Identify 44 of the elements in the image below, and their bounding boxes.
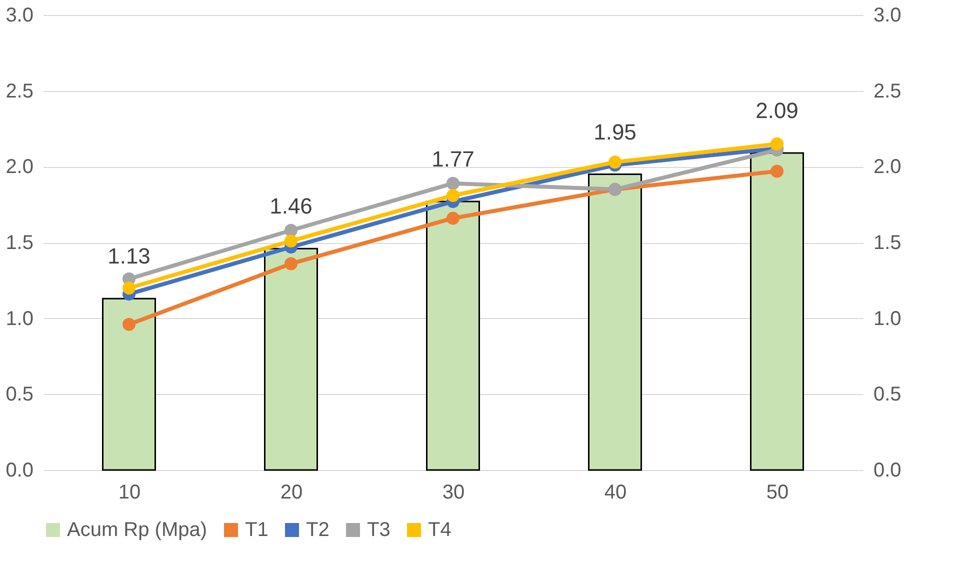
y2-tick-label: 1.0 — [874, 308, 902, 330]
x-tick-label: 30 — [442, 482, 465, 504]
point — [122, 281, 136, 295]
y2-tick-label: 0.0 — [874, 460, 902, 482]
x-tick-label: 10 — [118, 482, 141, 504]
y-tick-label: 1.0 — [6, 308, 34, 330]
y2-tick-label: 2.5 — [874, 80, 902, 102]
y-tick-label: 2.0 — [6, 156, 34, 178]
y-tick-label: 1.5 — [6, 232, 34, 254]
y-tick-label: 2.5 — [6, 80, 34, 102]
bar — [750, 152, 804, 471]
point — [770, 164, 784, 178]
data-label: 1.95 — [594, 119, 636, 144]
bar — [588, 174, 642, 471]
data-label: 1.46 — [270, 194, 312, 219]
y2-tick-label: 3.0 — [874, 4, 902, 26]
y2-tick-label: 2.0 — [874, 156, 902, 178]
data-label: 1.77 — [432, 146, 474, 172]
y-tick-label: 0.5 — [6, 384, 34, 406]
x-tick-label: 20 — [280, 482, 303, 504]
point — [770, 137, 784, 150]
data-label: 1.13 — [108, 244, 150, 269]
y2-tick-label: 1.5 — [874, 232, 902, 254]
legend-label: T3 — [367, 519, 390, 541]
x-tick-label: 50 — [766, 482, 789, 504]
y2-tick-label: 0.5 — [874, 384, 902, 406]
x-tick-label: 40 — [604, 482, 627, 504]
data-label: 2.09 — [756, 98, 798, 124]
point — [122, 318, 136, 331]
point — [446, 188, 460, 202]
legend-label: T2 — [306, 519, 330, 541]
legend-label: Acum Rp (Mpa) — [67, 519, 208, 541]
bar — [264, 248, 318, 471]
y-tick-label: 3.0 — [6, 4, 34, 26]
point — [608, 156, 622, 169]
y-tick-label: 0.0 — [6, 460, 34, 482]
point — [446, 212, 460, 225]
legend-label: T4 — [428, 519, 452, 541]
legend-label: T1 — [245, 519, 268, 541]
point — [284, 234, 298, 248]
point — [284, 257, 298, 270]
bar — [102, 298, 156, 471]
point — [446, 176, 460, 190]
bar — [426, 200, 480, 471]
